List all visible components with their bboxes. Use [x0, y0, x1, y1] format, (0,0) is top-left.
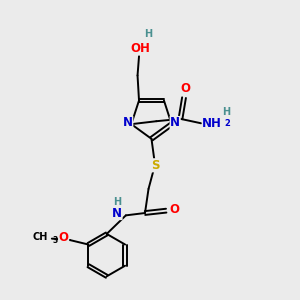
- Text: S: S: [151, 159, 160, 172]
- Text: O: O: [58, 231, 69, 244]
- Text: N: N: [112, 206, 122, 220]
- Text: O: O: [169, 203, 179, 216]
- Text: N: N: [123, 116, 133, 130]
- Text: 2: 2: [224, 119, 230, 128]
- Text: NH: NH: [202, 117, 222, 130]
- Text: H: H: [144, 29, 152, 39]
- Text: OH: OH: [130, 41, 150, 55]
- Text: H: H: [113, 197, 121, 207]
- Text: CH: CH: [33, 232, 48, 242]
- Text: 3: 3: [52, 236, 58, 245]
- Text: O: O: [181, 82, 190, 95]
- Text: N: N: [170, 116, 180, 130]
- Text: H: H: [222, 107, 230, 117]
